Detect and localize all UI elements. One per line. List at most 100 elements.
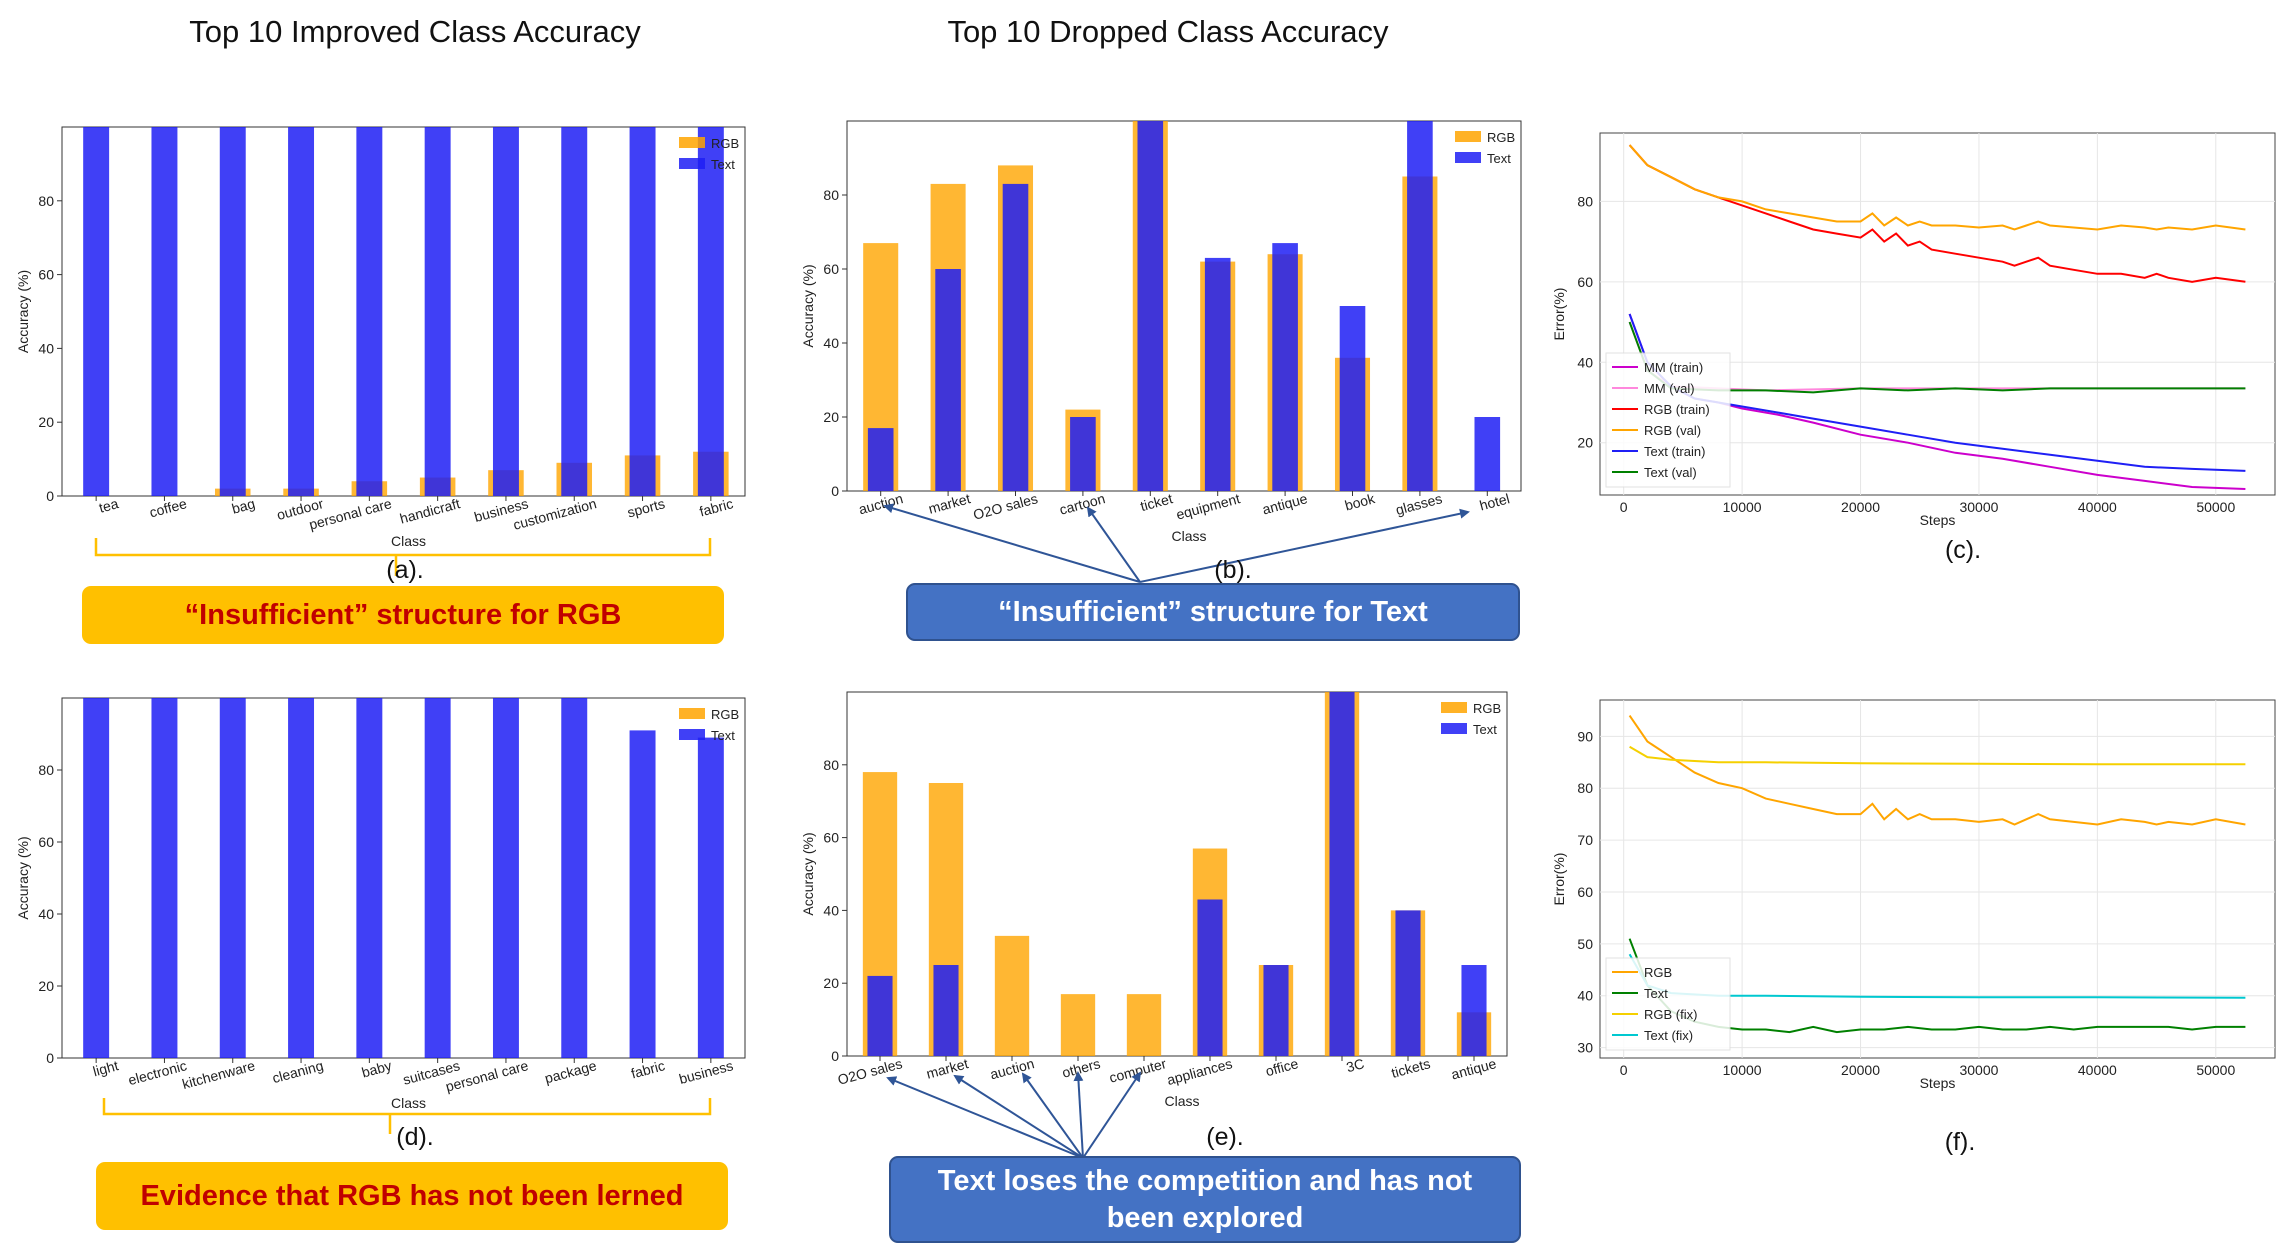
legend-label: RGB <box>711 707 739 722</box>
arrow-e-others <box>1073 1071 1084 1159</box>
y-tick-label: 80 <box>38 762 54 778</box>
x-tick-label: glasses <box>1394 490 1444 518</box>
plot-frame <box>61 126 746 497</box>
panel-c-letter: (c). <box>1945 536 1981 564</box>
bar-text <box>492 698 519 1058</box>
x-tick-label: tea <box>97 495 120 516</box>
y-tick-label: 60 <box>38 267 54 283</box>
y-tick-label: 30 <box>1577 1040 1593 1056</box>
y-tick-label: 20 <box>823 975 839 991</box>
x-tick-label: 10000 <box>1723 499 1762 515</box>
x-axis-label: Class <box>391 533 426 549</box>
bar-text <box>1070 417 1096 491</box>
legend-label: MM (val) <box>1644 381 1695 396</box>
x-tick-label: light <box>91 1057 120 1079</box>
legend-swatch <box>679 708 705 719</box>
y-tick-label: 60 <box>823 830 839 846</box>
y-tick-label: 60 <box>1577 884 1593 900</box>
y-tick-label: 0 <box>831 483 839 499</box>
y-tick-label: 90 <box>1577 728 1593 744</box>
plot-frame <box>61 697 746 1059</box>
y-tick-label: 80 <box>823 187 839 203</box>
arrow-b-cartoon <box>1086 506 1141 583</box>
x-tick-label: equipment <box>1174 490 1241 522</box>
y-tick-label: 60 <box>1577 274 1593 290</box>
x-tick-label: 30000 <box>1959 499 1998 515</box>
bar-text <box>1002 183 1029 491</box>
bar-text <box>867 975 893 1056</box>
x-tick-label: market <box>924 1055 970 1082</box>
x-tick-label: 30000 <box>1959 1062 1998 1078</box>
y-axis-label: Error(%) <box>1551 288 1567 341</box>
x-tick-label: coffee <box>148 495 189 520</box>
x-tick-label: cartoon <box>1058 490 1107 518</box>
bar-text <box>1339 306 1366 491</box>
x-tick-label: appliances <box>1165 1055 1234 1088</box>
x-axis-label: Class <box>1171 528 1206 544</box>
legend-label: Text <box>1487 151 1511 166</box>
x-tick-label: handicraft <box>398 495 462 526</box>
panel-e-letter: (e). <box>1206 1123 1244 1151</box>
bar-text <box>1395 910 1421 1056</box>
y-tick-label: 40 <box>1577 988 1593 1004</box>
x-tick-label: cleaning <box>270 1057 325 1086</box>
y-tick-label: 20 <box>38 978 54 994</box>
x-tick-label: sports <box>626 495 667 520</box>
legend-label: RGB (fix) <box>1644 1007 1697 1022</box>
bar-text <box>1329 692 1355 1056</box>
bar-text <box>151 127 178 496</box>
callout-b: “Insufficient” structure for Text <box>906 583 1520 641</box>
bar-text <box>1272 243 1298 491</box>
x-tick-label: kitchenware <box>180 1057 257 1092</box>
x-tick-label: 50000 <box>2196 499 2235 515</box>
bar-text <box>561 698 588 1058</box>
bar-rgb <box>1126 994 1162 1056</box>
legend-label: Text (train) <box>1644 444 1705 459</box>
bar-text <box>356 127 383 496</box>
legend-box <box>1605 352 1731 488</box>
bar-text <box>1204 257 1231 491</box>
series-line <box>1629 745 2246 766</box>
bar-text <box>697 127 724 496</box>
y-tick-label: 20 <box>1577 435 1593 451</box>
y-tick-label: 80 <box>1577 193 1593 209</box>
x-axis-label: Steps <box>1920 1075 1956 1091</box>
arrow-e-o2o <box>886 1076 1084 1159</box>
x-tick-label: bag <box>230 495 257 517</box>
x-tick-label: 0 <box>1620 499 1628 515</box>
chart-d-rgb-evidence: 0 20 40 60 80 Accuracy (%) light electronickitc… <box>15 697 746 1111</box>
plot-frame <box>846 691 1508 1057</box>
arrows-b <box>883 503 1470 583</box>
arrows-e <box>886 1071 1142 1159</box>
bar-text <box>356 698 383 1058</box>
y-tick-label: 0 <box>46 1050 54 1066</box>
x-tick-label: 40000 <box>2078 499 2117 515</box>
bar-text <box>933 965 959 1056</box>
x-tick-label: market <box>927 490 973 517</box>
legend-swatch <box>1455 131 1481 142</box>
bar-text <box>561 127 588 496</box>
legend-label: RGB (val) <box>1644 423 1701 438</box>
callout-d: Evidence that RGB has not been lerned <box>96 1162 728 1230</box>
arrow-e-computer <box>1082 1071 1142 1159</box>
y-axis-label: Accuracy (%) <box>800 832 816 915</box>
x-tick-label: 50000 <box>2196 1062 2235 1078</box>
bar-text <box>1137 121 1164 491</box>
panel-f-letter: (f). <box>1945 1128 1976 1156</box>
legend-label: MM (train) <box>1644 360 1703 375</box>
x-axis-label: Class <box>391 1095 426 1111</box>
bar-text <box>151 698 178 1058</box>
panel-a-title: Top 10 Improved Class Accuracy <box>189 14 641 49</box>
y-tick-label: 40 <box>1577 354 1593 370</box>
legend-label: RGB <box>1487 130 1515 145</box>
x-tick-label: 20000 <box>1841 499 1880 515</box>
legend-swatch <box>679 158 705 169</box>
x-axis-label: Steps <box>1920 512 1956 528</box>
series-line <box>1628 144 2246 283</box>
legend-label: RGB (train) <box>1644 402 1710 417</box>
y-tick-label: 60 <box>823 261 839 277</box>
x-tick-label: tickets <box>1389 1055 1431 1081</box>
bar-rgb <box>994 935 1030 1056</box>
y-tick-label: 40 <box>38 340 54 356</box>
